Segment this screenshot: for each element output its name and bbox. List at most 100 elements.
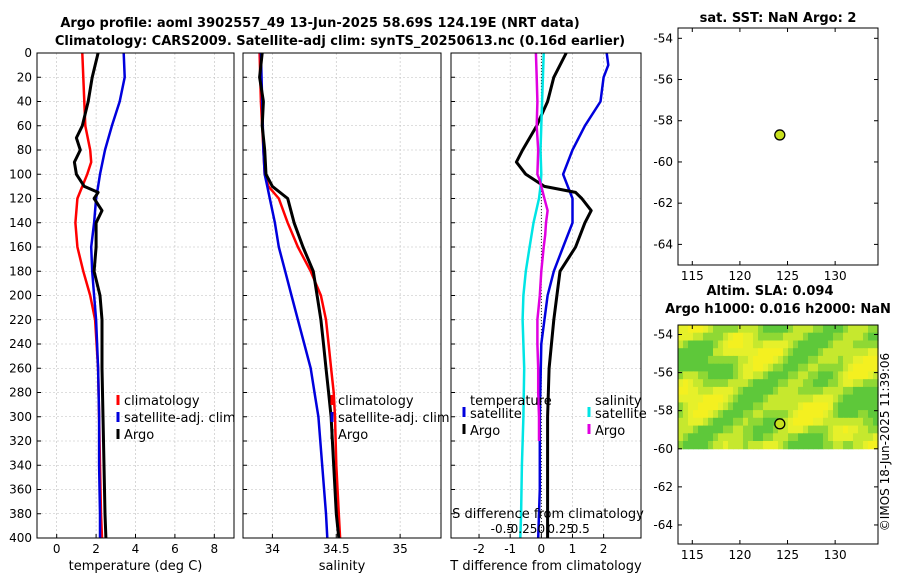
- sla-cell: [763, 340, 769, 349]
- sla-cell: [683, 394, 689, 403]
- sla-cell: [753, 371, 759, 380]
- sla-cell: [733, 402, 739, 411]
- sla-cell: [703, 433, 709, 442]
- sla-cell: [738, 425, 744, 434]
- sla-cell: [838, 441, 844, 450]
- sla-cell: [818, 394, 824, 403]
- sla-cell: [718, 441, 724, 450]
- sla-cell: [848, 417, 854, 427]
- sla-cell: [858, 425, 864, 434]
- sla-cell: [783, 441, 789, 450]
- sla-cell: [758, 417, 764, 427]
- sla-cell: [718, 348, 724, 357]
- sla-cell: [728, 417, 734, 427]
- sla-cell: [868, 332, 874, 341]
- sla-cell: [718, 332, 724, 341]
- sla-cell: [713, 425, 719, 434]
- sla-cell: [758, 325, 764, 334]
- sla-cell: [728, 348, 734, 357]
- sla-cell: [748, 355, 754, 365]
- sla-cell: [838, 386, 844, 396]
- sla-cell: [813, 410, 819, 419]
- sla-cell: [873, 394, 879, 403]
- y-tick-label: 20: [17, 70, 32, 84]
- sla-cell: [838, 433, 844, 442]
- sla-cell: [738, 402, 744, 411]
- sla-cell: [763, 325, 769, 334]
- sla-cell: [828, 410, 834, 419]
- sla-cell: [853, 425, 859, 434]
- sla-cell: [818, 340, 824, 349]
- sla-cell: [863, 417, 869, 427]
- sla-cell: [833, 394, 839, 403]
- sla-cell: [678, 379, 684, 388]
- sla-cell: [778, 425, 784, 434]
- sla-cell: [683, 379, 689, 388]
- y-tick-label: -60: [653, 155, 673, 169]
- sla-cell: [808, 441, 814, 450]
- sla-cell: [738, 340, 744, 349]
- sla-cell: [873, 417, 879, 427]
- sla-cell: [768, 402, 774, 411]
- sla-cell: [788, 410, 794, 419]
- sla-cell: [843, 379, 849, 388]
- sla-cell: [753, 340, 759, 349]
- sla-cell: [813, 363, 819, 372]
- sla-cell: [833, 332, 839, 341]
- sla-cell: [808, 340, 814, 349]
- y-tick-label: 340: [9, 458, 32, 472]
- sla-cell: [833, 402, 839, 411]
- sla-cell: [743, 340, 749, 349]
- x-tick-label: 130: [824, 269, 847, 283]
- sla-cell: [818, 332, 824, 341]
- sla-cell: [828, 394, 834, 403]
- y-tick-label: -60: [653, 442, 673, 456]
- sla-cell: [793, 433, 799, 442]
- x2-tick-label: -0.5: [491, 522, 514, 536]
- sla-map-title2: Argo h1000: 0.016 h2000: NaN: [665, 302, 891, 317]
- sla-cell: [803, 433, 809, 442]
- sla-cell: [838, 371, 844, 380]
- sla-cell: [718, 379, 724, 388]
- sla-cell: [828, 386, 834, 396]
- sla-cell: [803, 325, 809, 334]
- sla-field: [678, 325, 879, 450]
- sla-cell: [723, 332, 729, 341]
- x-tick-label: 1: [569, 542, 577, 556]
- sla-cell: [678, 386, 684, 396]
- sla-cell: [768, 433, 774, 442]
- sla-cell: [828, 325, 834, 334]
- sla-cell: [713, 402, 719, 411]
- y-tick-label: 180: [9, 264, 32, 278]
- sla-cell: [733, 425, 739, 434]
- sla-cell: [758, 340, 764, 349]
- sla-cell: [703, 340, 709, 349]
- x-tick-label: 0: [538, 542, 546, 556]
- sla-cell: [868, 433, 874, 442]
- sla-cell: [683, 332, 689, 341]
- sla-cell: [768, 425, 774, 434]
- sla-cell: [783, 348, 789, 357]
- sla-cell: [783, 425, 789, 434]
- sla-cell: [828, 332, 834, 341]
- sla-cell: [708, 340, 714, 349]
- sla-cell: [868, 325, 874, 334]
- legend-label: Argo: [124, 428, 154, 443]
- sla-cell: [753, 386, 759, 396]
- sla-cell: [758, 371, 764, 380]
- sla-cell: [828, 425, 834, 434]
- sla-cell: [748, 402, 754, 411]
- sla-cell: [743, 355, 749, 365]
- sla-cell: [808, 379, 814, 388]
- sla-cell: [708, 433, 714, 442]
- sla-cell: [863, 355, 869, 365]
- sla-cell: [843, 348, 849, 357]
- sla-cell: [858, 363, 864, 372]
- x-tick-label: 34.5: [323, 542, 350, 556]
- sla-cell: [798, 355, 804, 365]
- sla-cell: [798, 325, 804, 334]
- sla-cell: [768, 348, 774, 357]
- sla-cell: [858, 394, 864, 403]
- y-tick-label: 320: [9, 434, 32, 448]
- sla-cell: [798, 340, 804, 349]
